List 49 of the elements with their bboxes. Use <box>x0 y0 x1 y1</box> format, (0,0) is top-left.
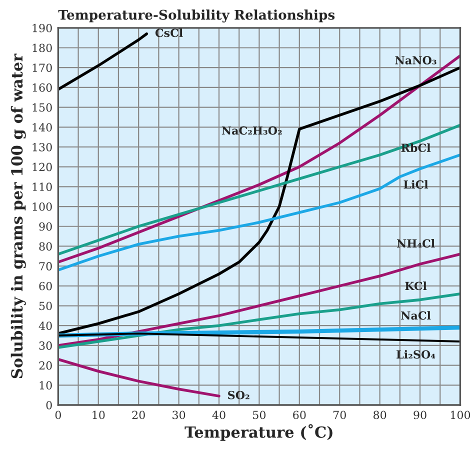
y-tick-label: 10 <box>40 381 52 390</box>
line-series <box>58 54 460 264</box>
x-tick-label: 20 <box>132 410 145 420</box>
y-tick-label: 90 <box>39 222 52 231</box>
y-tick-label: 180 <box>32 44 52 52</box>
x-tick-label: 40 <box>212 410 226 420</box>
y-tick-label: 190 <box>32 24 52 32</box>
chart-title: Temperature-Solubility Relationships <box>58 10 335 22</box>
series-label: RbCl <box>401 143 431 152</box>
series-label: NaNO₃ <box>395 56 436 64</box>
y-tick-label: 150 <box>32 103 52 112</box>
x-tick-label: 100 <box>450 410 470 420</box>
x-tick-label: 70 <box>333 410 346 420</box>
y-tick-label: 50 <box>39 302 52 310</box>
y-tick-label: 110 <box>32 182 52 192</box>
line-series <box>58 124 460 256</box>
y-tick-label: 60 <box>39 282 52 290</box>
series-label: LiCl <box>404 180 428 189</box>
line-series <box>58 32 148 91</box>
y-tick-label: 100 <box>32 202 52 211</box>
series-label: NH₄Cl <box>396 239 435 248</box>
x-tick-label: 90 <box>414 410 426 420</box>
y-tick-label: 120 <box>32 162 52 172</box>
y-tick-label: 30 <box>39 341 52 350</box>
line-series <box>58 358 220 398</box>
y-tick-label: 160 <box>32 83 52 92</box>
series-label: NaCl <box>401 311 431 320</box>
y-tick-label: 140 <box>32 123 52 132</box>
line-series <box>58 154 460 272</box>
series-label: CsCl <box>155 28 183 38</box>
y-tick-label: 70 <box>39 262 52 270</box>
x-tick-label: 0 <box>55 410 61 420</box>
y-tick-label: 0 <box>46 400 52 410</box>
x-tick-label: 60 <box>293 410 306 420</box>
x-tick-label: 30 <box>172 410 186 420</box>
x-tick-label: 50 <box>253 410 266 420</box>
y-tick-label: 40 <box>38 322 52 330</box>
y-axis-title: Solubility in grams per 100 g of water <box>10 54 26 378</box>
y-tick-label: 20 <box>39 361 52 370</box>
y-tick-label: 170 <box>32 64 52 72</box>
x-tick-label: 10 <box>92 410 105 420</box>
series-label: Li₂SO₄ <box>396 350 436 359</box>
x-axis-title: Temperature (˚C) <box>184 424 332 441</box>
x-tick-label: 80 <box>373 410 386 420</box>
y-tick-label: 80 <box>39 242 52 251</box>
series-label: SO₂ <box>228 390 250 400</box>
series-label: NaC₂H₃O₂ <box>222 126 282 135</box>
series-label: KCl <box>405 282 427 290</box>
y-tick-label: 130 <box>32 142 52 152</box>
